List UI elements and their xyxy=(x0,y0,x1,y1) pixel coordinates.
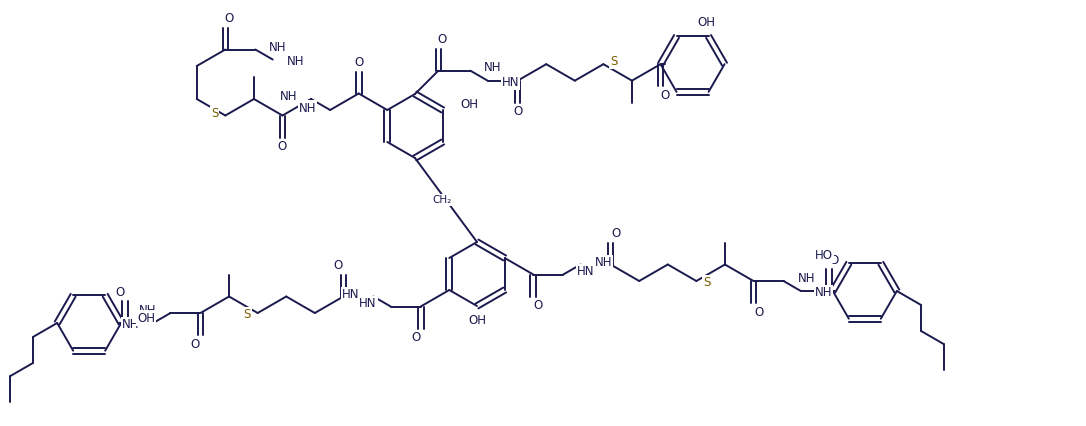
Text: S: S xyxy=(243,308,251,322)
Text: O: O xyxy=(754,305,763,319)
Text: NH: NH xyxy=(139,303,156,317)
Text: OH: OH xyxy=(137,311,155,325)
Text: O: O xyxy=(660,89,669,102)
Text: S: S xyxy=(211,107,218,120)
Text: S: S xyxy=(610,55,618,68)
Text: O: O xyxy=(438,33,447,46)
Text: O: O xyxy=(115,285,125,299)
Text: O: O xyxy=(412,331,420,344)
Text: NH: NH xyxy=(814,287,832,299)
Text: HN: HN xyxy=(502,76,519,89)
Text: NH: NH xyxy=(797,271,814,285)
Text: HN: HN xyxy=(359,297,377,310)
Text: NH: NH xyxy=(269,41,287,54)
Text: O: O xyxy=(513,105,522,118)
Text: S: S xyxy=(704,276,710,290)
Text: O: O xyxy=(533,299,543,312)
Text: NH: NH xyxy=(595,256,613,269)
Text: NH: NH xyxy=(299,101,316,115)
Text: OH: OH xyxy=(697,16,716,29)
Text: OH: OH xyxy=(460,98,479,110)
Text: CH₂: CH₂ xyxy=(432,195,452,205)
Text: O: O xyxy=(191,337,200,351)
Text: O: O xyxy=(333,259,343,272)
Text: NH: NH xyxy=(287,55,304,68)
Text: O: O xyxy=(354,56,364,69)
Text: NH: NH xyxy=(484,61,502,74)
Text: NH: NH xyxy=(279,90,298,104)
Text: O: O xyxy=(611,227,620,240)
Text: O: O xyxy=(278,140,287,153)
Text: HN: HN xyxy=(342,288,359,301)
Text: HO: HO xyxy=(814,249,833,262)
Text: O: O xyxy=(830,253,838,267)
Text: HN: HN xyxy=(578,265,595,278)
Text: O: O xyxy=(225,12,233,25)
Text: OH: OH xyxy=(468,314,487,326)
Text: NH: NH xyxy=(122,319,139,331)
